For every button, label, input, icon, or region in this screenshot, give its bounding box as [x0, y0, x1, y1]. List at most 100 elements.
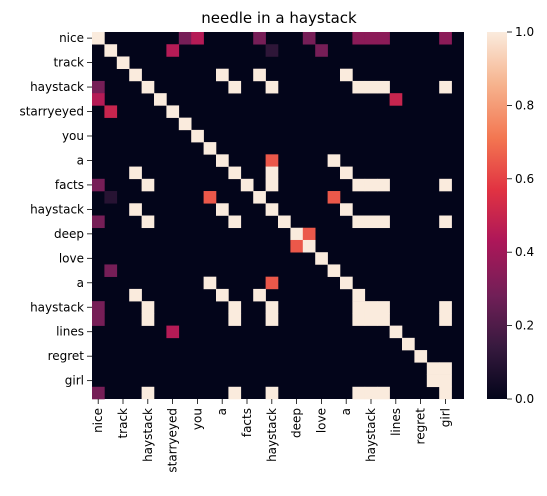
heatmap-cell: [265, 203, 279, 216]
heatmap-cells: [92, 32, 464, 400]
colorbar-tick-label: 0.2: [515, 319, 534, 333]
x-axis-ticks: nice track haystack starryeyed you a facts hays…: [91, 399, 452, 473]
x-tick-label: lines: [389, 408, 403, 436]
heatmap-cell: [216, 154, 229, 167]
x-tick-label: nice: [91, 408, 105, 433]
heatmap-cell: [340, 203, 353, 216]
heatmap-cell: [377, 32, 390, 45]
heatmap-cell: [364, 215, 378, 229]
heatmap-cell: [166, 105, 180, 118]
heatmap-cell: [92, 301, 105, 314]
heatmap-cell: [302, 239, 316, 253]
heatmap-cell: [154, 93, 167, 106]
colorbar-ticks: 0.0 0.2 0.4 0.6 0.8 1.0: [507, 25, 534, 406]
heatmap-cell: [352, 215, 366, 229]
heatmap-cell: [439, 374, 452, 388]
heatmap-cell: [265, 178, 279, 192]
heatmap-cell: [129, 68, 142, 82]
heatmap-cell: [141, 178, 155, 192]
heatmap-cell: [191, 32, 204, 45]
heatmap-cell: [203, 276, 217, 290]
heatmap-cell: [439, 313, 452, 326]
heatmap-cell: [290, 239, 304, 253]
heatmap-cell: [278, 215, 291, 229]
chart-title: needle in a haystack: [201, 9, 357, 27]
heatmap-cell: [340, 276, 353, 290]
heatmap-cell: [439, 32, 452, 45]
x-tick-label: facts: [240, 408, 254, 437]
heatmap-cell: [439, 301, 452, 314]
y-tick-label: haystack: [30, 80, 84, 94]
heatmap-cell: [414, 350, 428, 363]
x-tick-label: starryeyed: [166, 408, 180, 473]
heatmap-cell: [377, 386, 390, 400]
heatmap-cell: [352, 386, 366, 400]
heatmap-cell: [439, 386, 452, 400]
x-tick-label: track: [116, 408, 130, 439]
heatmap-cell: [265, 386, 279, 400]
heatmap-cell: [166, 44, 180, 57]
heatmap-cell: [364, 178, 378, 192]
heatmap-cell: [377, 313, 390, 326]
y-tick-label: haystack: [30, 300, 84, 314]
x-tick-label: you: [190, 408, 204, 430]
heatmap-cell: [92, 93, 105, 106]
heatmap-cell: [116, 56, 130, 69]
heatmap-cell: [327, 191, 341, 204]
y-tick-label: track: [53, 56, 84, 70]
heatmap-cell: [129, 288, 142, 302]
heatmap-cell: [228, 166, 242, 180]
y-tick-label: you: [62, 129, 84, 143]
heatmap-cell: [426, 362, 440, 375]
x-tick-label: haystack: [364, 408, 378, 462]
y-tick-label: a: [77, 276, 84, 290]
heatmap-cell: [141, 313, 155, 326]
heatmap-cell: [265, 44, 279, 57]
x-tick-label: a: [215, 408, 229, 415]
heatmap-cell: [92, 178, 105, 192]
colorbar-tick-label: 0.4: [515, 245, 534, 259]
heatmap-cell: [352, 288, 366, 302]
heatmap-cell: [141, 80, 155, 94]
heatmap-cell: [228, 80, 242, 94]
heatmap-cell: [377, 215, 390, 229]
heatmap-cell: [203, 191, 217, 204]
heatmap-cell: [315, 252, 328, 265]
heatmap-cell: [92, 386, 105, 400]
heatmap-cell: [253, 32, 266, 45]
colorbar-tick-label: 0.6: [515, 172, 534, 186]
heatmap-cell: [253, 68, 266, 82]
y-tick-label: lines: [56, 325, 84, 339]
heatmap-cell: [364, 32, 378, 45]
heatmap-cell: [352, 80, 366, 94]
heatmap-cell: [203, 142, 217, 155]
heatmap-cell: [129, 166, 142, 180]
y-tick-label: girl: [65, 374, 84, 388]
heatmap-cell: [141, 215, 155, 229]
y-tick-label: nice: [59, 31, 84, 45]
heatmap-cell: [364, 80, 378, 94]
heatmap-cell: [302, 32, 316, 45]
y-tick-label: love: [59, 251, 84, 265]
y-tick-label: deep: [54, 227, 84, 241]
heatmap-cell: [228, 386, 242, 400]
heatmap-cell: [178, 32, 192, 45]
heatmap-cell: [439, 80, 452, 94]
heatmap-cell: [426, 374, 440, 388]
heatmap-cell: [228, 313, 242, 326]
y-tick-label: regret: [48, 349, 85, 363]
heatmap-cell: [178, 117, 192, 131]
heatmap-cell: [216, 288, 229, 302]
heatmap-cell: [92, 215, 105, 229]
heatmap-cell: [340, 166, 353, 180]
heatmap-cell: [327, 154, 341, 167]
colorbar: [487, 32, 507, 399]
heatmap-cell: [141, 301, 155, 314]
y-tick-label: haystack: [30, 202, 84, 216]
x-tick-label: a: [339, 408, 353, 415]
heatmap-cell: [439, 178, 452, 192]
heatmap-cell: [290, 227, 304, 241]
heatmap-cell: [340, 68, 353, 82]
heatmap-cell: [389, 93, 403, 106]
